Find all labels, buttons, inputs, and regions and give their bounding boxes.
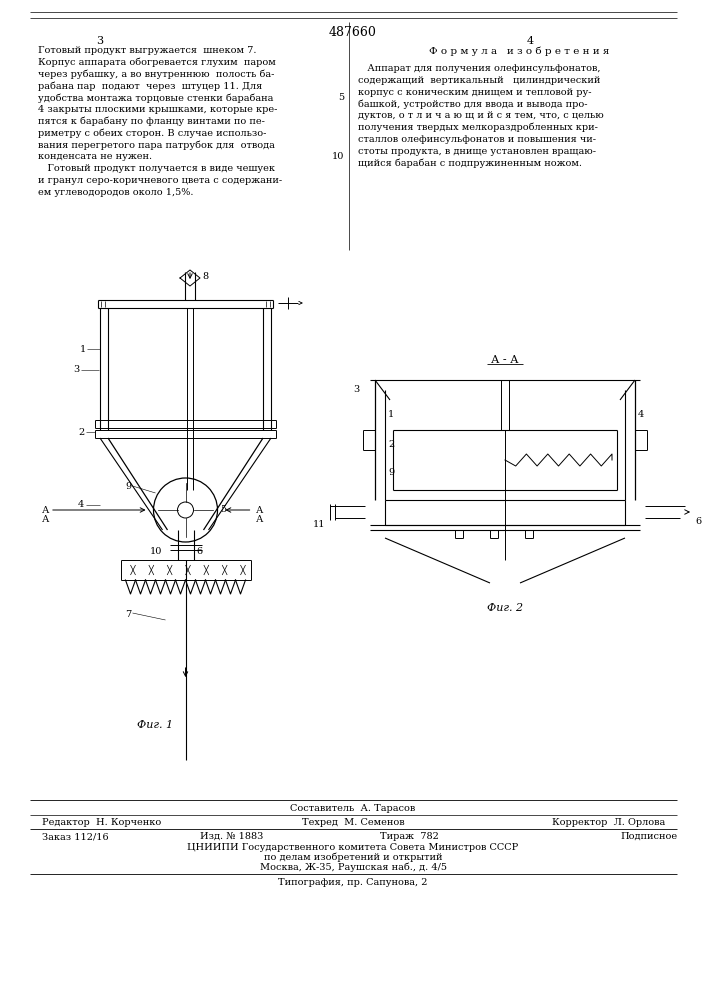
Text: Корпус аппарата обогревается глухим  паром: Корпус аппарата обогревается глухим паро…	[38, 58, 276, 67]
Text: Готовый продукт выгружается  шнеком 7.: Готовый продукт выгружается шнеком 7.	[38, 46, 257, 55]
Text: Аппарат для получения олефинсульфонатов,: Аппарат для получения олефинсульфонатов,	[358, 64, 600, 73]
Text: 9: 9	[126, 482, 132, 491]
Text: 1: 1	[388, 410, 395, 419]
Text: сталлов олефинсульфонатов и повышения чи-: сталлов олефинсульфонатов и повышения чи…	[358, 135, 596, 144]
Text: Москва, Ж-35, Раушская наб., д. 4/5: Москва, Ж-35, Раушская наб., д. 4/5	[259, 863, 447, 872]
Text: 6: 6	[695, 517, 701, 526]
Text: Изд. № 1883: Изд. № 1883	[200, 832, 264, 841]
Text: А: А	[42, 515, 49, 524]
Text: удобства монтажа торцовые стенки барабана: удобства монтажа торцовые стенки барабан…	[38, 93, 274, 103]
Text: Редактор  Н. Корченко: Редактор Н. Корченко	[42, 818, 161, 827]
Text: конденсата не нужен.: конденсата не нужен.	[38, 152, 152, 161]
Text: Корректор  Л. Орлова: Корректор Л. Орлова	[551, 818, 665, 827]
Text: А - А: А - А	[491, 355, 519, 365]
Text: А: А	[42, 506, 49, 515]
Text: 10: 10	[149, 547, 162, 556]
Text: 5: 5	[338, 93, 344, 102]
Text: дуктов, о т л и ч а ю щ и й с я тем, что, с целью: дуктов, о т л и ч а ю щ и й с я тем, что…	[358, 111, 604, 120]
Text: 7: 7	[126, 610, 132, 619]
Text: ем углеводородов около 1,5%.: ем углеводородов около 1,5%.	[38, 188, 194, 197]
Text: 3: 3	[73, 365, 79, 374]
Text: 8: 8	[202, 272, 208, 281]
Text: 11: 11	[312, 520, 325, 529]
Text: 4 закрыты плоскими крышками, которые кре-: 4 закрыты плоскими крышками, которые кре…	[38, 105, 277, 114]
Text: Готовый продукт получается в виде чешуек: Готовый продукт получается в виде чешуек	[38, 164, 275, 173]
Text: получения твердых мелкораздробленных кри-: получения твердых мелкораздробленных кри…	[358, 123, 598, 132]
Text: А: А	[255, 506, 263, 515]
Text: 4: 4	[638, 410, 644, 419]
Text: через рубашку, а во внутреннюю  полость ба-: через рубашку, а во внутреннюю полость б…	[38, 70, 274, 79]
Text: Подписное: Подписное	[620, 832, 677, 841]
Text: 9: 9	[388, 468, 394, 477]
Text: риметру с обеих сторон. В случае использо-: риметру с обеих сторон. В случае использ…	[38, 129, 267, 138]
Text: 6: 6	[197, 547, 203, 556]
Text: вания перегретого пара патрубок для  отвода: вания перегретого пара патрубок для отво…	[38, 140, 275, 150]
Text: башкой, устройство для ввода и вывода про-: башкой, устройство для ввода и вывода пр…	[358, 99, 588, 109]
Text: рабана пар  подают  через  штуцер 11. Для: рабана пар подают через штуцер 11. Для	[38, 81, 262, 91]
Text: 4: 4	[527, 36, 534, 46]
Text: Тираж  782: Тираж 782	[380, 832, 439, 841]
Text: Заказ 112/16: Заказ 112/16	[42, 832, 109, 841]
Text: ЦНИИПИ Государственного комитета Совета Министров СССР: ЦНИИПИ Государственного комитета Совета …	[187, 843, 519, 852]
Text: пятся к барабану по фланцу винтами по пе-: пятся к барабану по фланцу винтами по пе…	[38, 117, 265, 126]
Text: по делам изобретений и открытий: по делам изобретений и открытий	[264, 853, 443, 862]
Text: Фиг. 2: Фиг. 2	[487, 603, 523, 613]
Text: 10: 10	[332, 152, 344, 161]
Text: Составитель  А. Тарасов: Составитель А. Тарасов	[291, 804, 416, 813]
Text: Типография, пр. Сапунова, 2: Типография, пр. Сапунова, 2	[279, 878, 428, 887]
Text: 3: 3	[96, 36, 103, 46]
Text: и гранул серо-коричневого цвета с содержани-: и гранул серо-коричневого цвета с содерж…	[38, 176, 282, 185]
Text: 487660: 487660	[329, 26, 377, 39]
Text: корпус с коническим днищем и тепловой ру-: корпус с коническим днищем и тепловой ру…	[358, 88, 592, 97]
Text: Фиг. 1: Фиг. 1	[137, 720, 173, 730]
Text: 2: 2	[388, 440, 395, 449]
Text: 3: 3	[353, 385, 359, 394]
Text: Техред  М. Семенов: Техред М. Семенов	[302, 818, 404, 827]
Text: содержащий  вертикальный   цилиндрический: содержащий вертикальный цилиндрический	[358, 76, 600, 85]
Text: 5: 5	[221, 505, 227, 514]
Text: А: А	[255, 515, 263, 524]
Text: 2: 2	[78, 428, 84, 437]
Text: Ф о р м у л а   и з о б р е т е н и я: Ф о р м у л а и з о б р е т е н и я	[429, 46, 609, 55]
Text: щийся барабан с подпружиненным ножом.: щийся барабан с подпружиненным ножом.	[358, 158, 582, 168]
Text: 4: 4	[78, 500, 84, 509]
Text: 1: 1	[80, 345, 86, 354]
Text: стоты продукта, в днище установлен вращаю-: стоты продукта, в днище установлен враща…	[358, 147, 596, 156]
